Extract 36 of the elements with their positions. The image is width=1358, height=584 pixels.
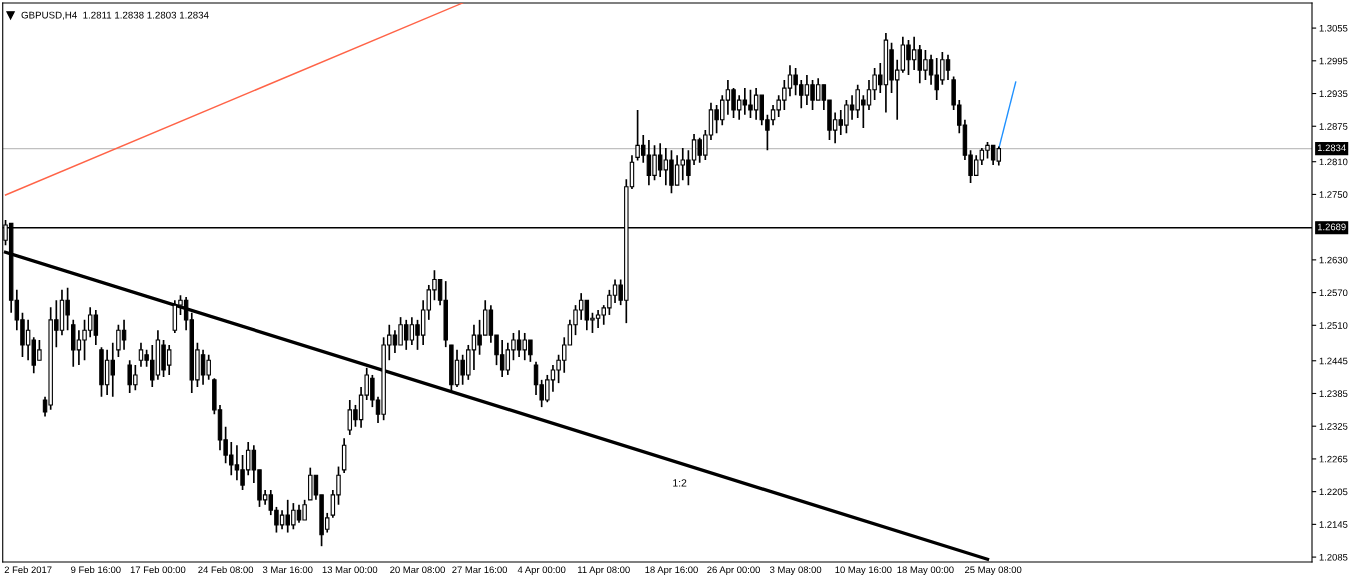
y-tick-label: 1.2995 bbox=[1319, 57, 1348, 65]
x-tick-label: 18 Apr 16:00 bbox=[645, 566, 698, 575]
x-tick-label: 27 Mar 16:00 bbox=[452, 566, 508, 574]
x-tick-label: 18 May 00:00 bbox=[897, 566, 954, 575]
ref-line-label: 1.2834 bbox=[1317, 144, 1346, 152]
y-tick-label: 1.2325 bbox=[1319, 423, 1348, 430]
x-tick-label: 25 May 08:00 bbox=[965, 566, 1022, 575]
y-tick-label: 1.2875 bbox=[1319, 123, 1348, 130]
y-tick-label: 1.2205 bbox=[1319, 488, 1348, 496]
ref-line-label: 1.2689 bbox=[1317, 223, 1346, 231]
x-tick-label: 3 May 08:00 bbox=[770, 566, 822, 575]
y-tick-label: 1.2145 bbox=[1319, 521, 1348, 528]
x-tick-label: 11 Apr 08:00 bbox=[578, 566, 630, 575]
x-tick-label: 26 Apr 00:00 bbox=[707, 566, 760, 575]
y-tick-label: 1.2265 bbox=[1319, 455, 1348, 463]
x-tick-label: 20 Mar 08:00 bbox=[390, 566, 445, 574]
x-tick-label: 17 Feb 00:00 bbox=[130, 566, 186, 574]
x-tick-label: 3 Mar 16:00 bbox=[262, 566, 313, 574]
x-tick-label: 13 Mar 00:00 bbox=[322, 566, 378, 574]
y-tick-label: 1.2935 bbox=[1319, 90, 1348, 98]
annotation: 1:2 bbox=[673, 479, 687, 487]
x-tick-label: 4 Apr 00:00 bbox=[517, 566, 566, 575]
x-tick-label: 9 Feb 16:00 bbox=[71, 566, 121, 574]
text: GBPUSD,H4 1.2811 1.2838 1.2803 1.2834 bbox=[21, 11, 209, 20]
y-tick-label: 1.2570 bbox=[1319, 289, 1348, 297]
x-tick-label: 10 May 16:00 bbox=[835, 566, 892, 575]
y-tick-label: 1.2385 bbox=[1319, 390, 1348, 397]
y-tick-label: 1.3055 bbox=[1319, 24, 1348, 32]
y-tick-label: 1.2630 bbox=[1319, 256, 1348, 264]
y-tick-label: 1.2085 bbox=[1319, 553, 1348, 561]
x-tick-label: 2 Feb 2017 bbox=[4, 566, 52, 574]
y-tick-label: 1.2810 bbox=[1319, 158, 1348, 166]
y-tick-label: 1.2750 bbox=[1319, 191, 1348, 198]
y-tick-label: 1.2445 bbox=[1319, 357, 1348, 365]
x-tick-label: 24 Feb 08:00 bbox=[198, 566, 254, 574]
y-tick-label: 1.2510 bbox=[1319, 322, 1348, 329]
